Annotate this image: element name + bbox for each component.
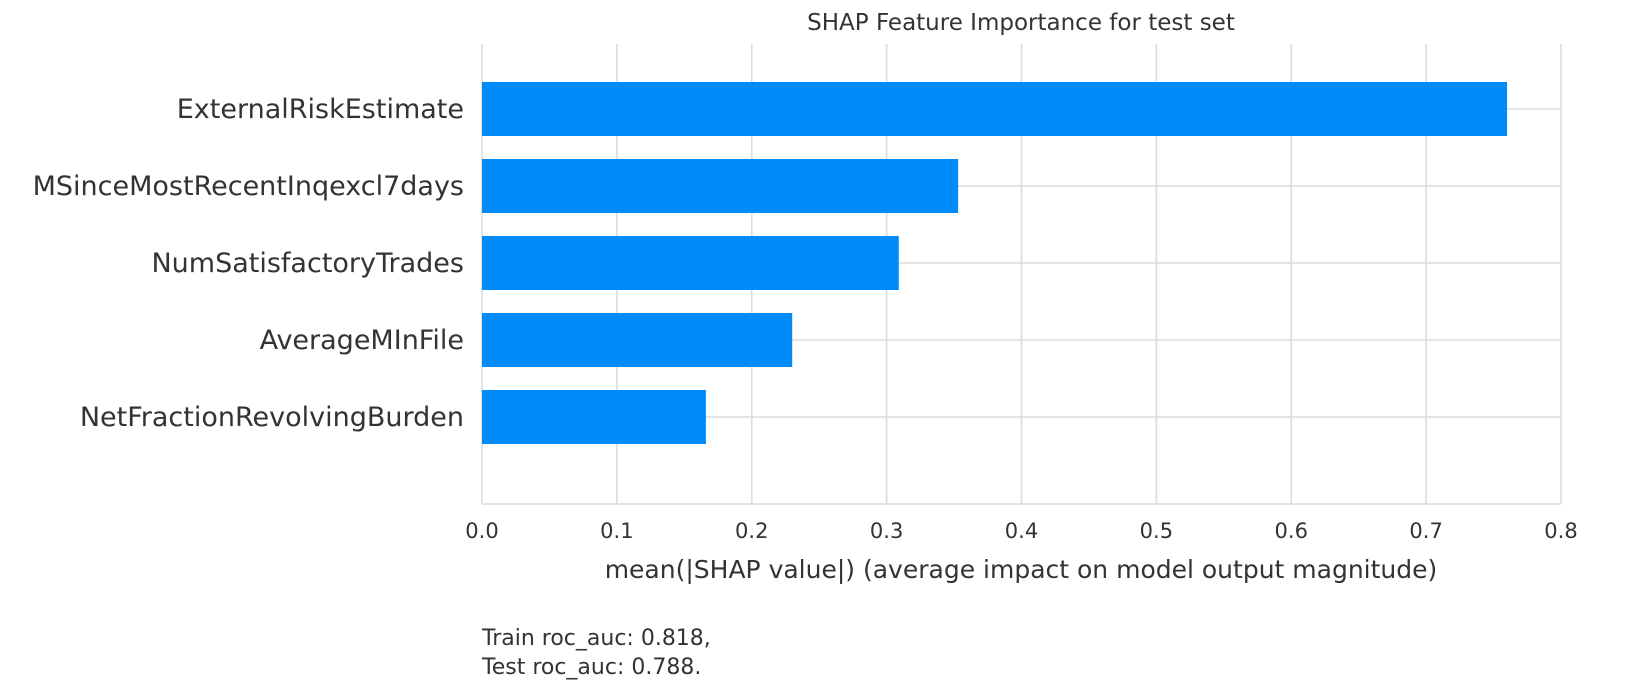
x-axis-label: mean(|SHAP value|) (average impact on mo…: [605, 555, 1438, 584]
x-tick-label-1: 0.1: [600, 519, 633, 543]
bar-1: [482, 159, 959, 213]
chart-title: SHAP Feature Importance for test set: [807, 10, 1235, 36]
x-tick-label-8: 0.8: [1544, 519, 1577, 543]
bar-3: [482, 313, 793, 367]
category-label-3: AverageMInFile: [260, 325, 464, 356]
x-tick-label-2: 0.2: [735, 519, 768, 543]
x-axis: 0.0 0.1 0.2 0.3 0.4 0.5 0.6 0.7 0.8: [465, 503, 1578, 543]
bar-4: [482, 390, 706, 444]
x-tick-label-0: 0.0: [465, 519, 498, 543]
category-label-0: ExternalRiskEstimate: [177, 94, 464, 125]
x-tick-label-3: 0.3: [870, 519, 903, 543]
bar-0: [482, 82, 1508, 136]
bars: [482, 82, 1508, 444]
roc-auc-footnote: Train roc_auc: 0.818, Test roc_auc: 0.78…: [482, 624, 711, 682]
bar-2: [482, 236, 899, 290]
train-roc-auc: Train roc_auc: 0.818,: [482, 626, 711, 651]
category-label-1: MSinceMostRecentInqexcl7days: [33, 171, 464, 202]
category-labels: ExternalRiskEstimate MSinceMostRecentInqe…: [33, 94, 464, 433]
x-tick-label-4: 0.4: [1005, 519, 1038, 543]
x-tick-label-5: 0.5: [1140, 519, 1173, 543]
category-label-4: NetFractionRevolvingBurden: [80, 402, 464, 433]
category-label-2: NumSatisfactoryTrades: [151, 248, 464, 279]
x-tick-label-6: 0.6: [1275, 519, 1308, 543]
test-roc-auc: Test roc_auc: 0.788.: [482, 655, 702, 680]
x-tick-label-7: 0.7: [1409, 519, 1442, 543]
